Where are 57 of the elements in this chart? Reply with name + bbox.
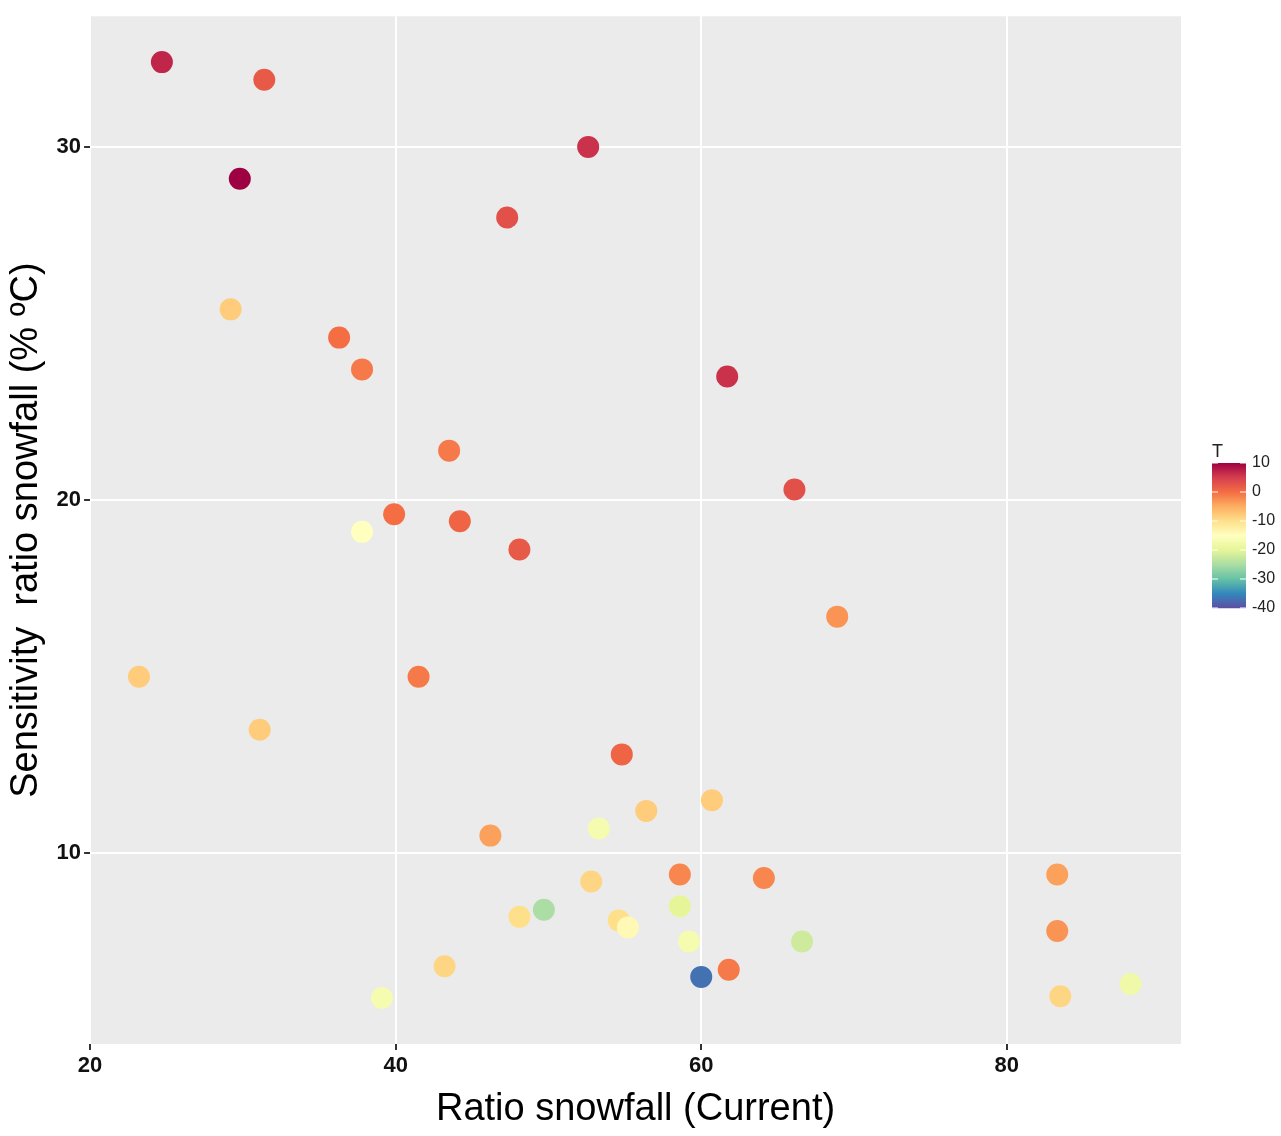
- point: [150, 51, 173, 74]
- y-axis-title: Sensitivity ratio snowfall (% ºC): [3, 262, 46, 798]
- color-bar-label: -20: [1252, 540, 1276, 558]
- point: [370, 987, 393, 1010]
- point: [783, 478, 806, 501]
- point: [479, 824, 502, 847]
- point: [228, 167, 251, 190]
- x-tick-label: 20: [77, 1052, 103, 1078]
- point: [1046, 919, 1069, 942]
- color-bar-label: 10: [1252, 453, 1270, 471]
- y-tick-label: 10: [56, 839, 82, 865]
- point: [752, 867, 775, 889]
- color-bar-label: 0: [1252, 482, 1261, 500]
- point: [826, 605, 849, 628]
- point: [717, 958, 740, 981]
- point: [383, 503, 406, 526]
- point: [127, 665, 150, 688]
- point: [577, 135, 600, 158]
- point: [496, 206, 519, 229]
- point: [433, 955, 456, 978]
- point: [587, 817, 610, 840]
- point: [1119, 972, 1142, 995]
- point: [635, 799, 658, 822]
- color-bar-label: -10: [1252, 511, 1276, 529]
- point: [668, 895, 691, 918]
- point: [580, 870, 603, 893]
- point: [532, 898, 555, 921]
- point: [448, 510, 471, 533]
- x-tick-label: 40: [383, 1052, 408, 1078]
- point: [791, 930, 814, 953]
- point: [716, 365, 739, 388]
- point: [248, 718, 271, 741]
- point: [616, 916, 639, 939]
- point: [438, 439, 461, 462]
- y-tick-label: 30: [56, 132, 82, 158]
- point: [690, 965, 713, 988]
- y-tick-label: 20: [56, 486, 82, 512]
- x-tick-label: 60: [688, 1052, 714, 1078]
- color-bar-label: -30: [1252, 569, 1276, 587]
- point: [253, 68, 276, 91]
- point: [508, 538, 531, 561]
- point: [508, 905, 531, 928]
- point: [678, 930, 701, 953]
- color-bar-label: -40: [1252, 598, 1276, 616]
- point: [351, 520, 374, 543]
- point: [1046, 863, 1069, 886]
- point: [407, 665, 430, 688]
- point: [351, 358, 374, 381]
- point: [219, 298, 242, 321]
- point: [668, 863, 691, 886]
- point: [1049, 985, 1072, 1008]
- color-bar-title: T: [1212, 440, 1223, 461]
- point: [328, 326, 351, 349]
- x-axis-title: Ratio snowfall (Current): [435, 1085, 836, 1128]
- point: [700, 789, 723, 812]
- x-tick-label: 80: [994, 1052, 1020, 1078]
- point: [610, 743, 633, 766]
